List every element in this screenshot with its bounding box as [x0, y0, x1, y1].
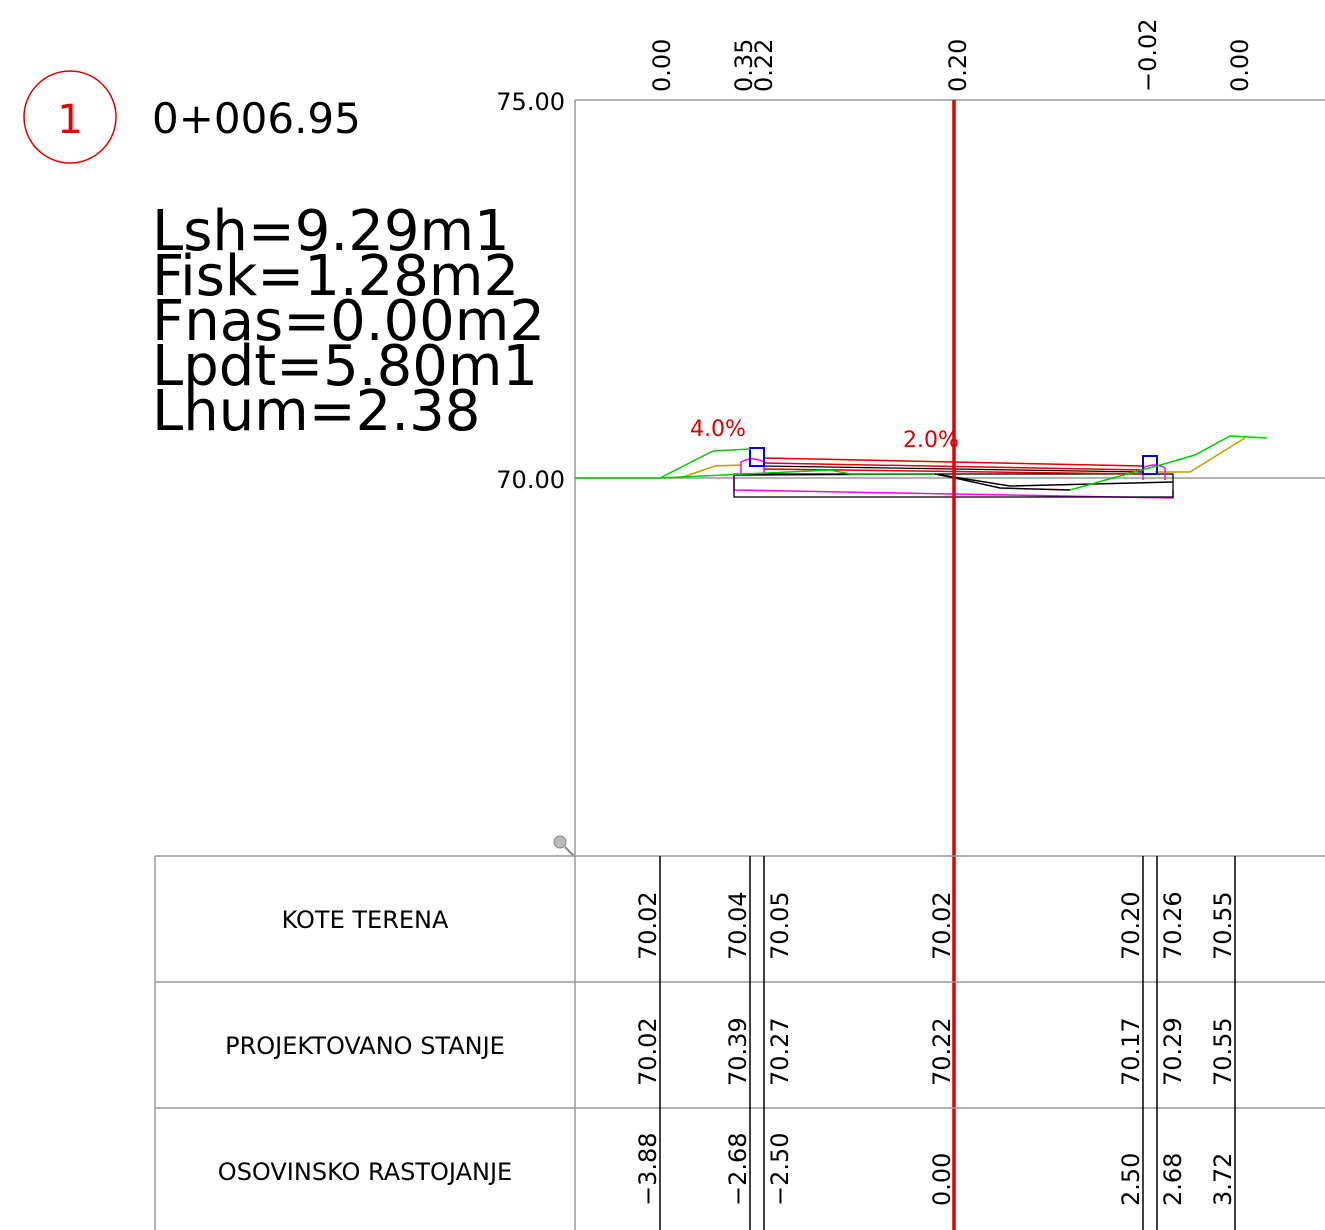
design-value: 70.29 — [1159, 1017, 1187, 1086]
terrain-right — [1069, 435, 1268, 491]
terrain-left — [575, 448, 751, 479]
quantity-fnas: Fnas=0.00m2 — [152, 289, 545, 354]
terrain-value: 70.05 — [766, 891, 794, 960]
road-cross-section: 4.0% 2.0% — [575, 417, 1268, 499]
design-value: 70.17 — [1117, 1017, 1145, 1086]
data-table: KOTE TERENA PROJEKTOVANO STANJE OSOVINSK… — [154, 855, 1325, 1230]
subgrade-left — [679, 464, 742, 479]
top-offset-label: 0.00 — [1226, 39, 1254, 92]
row-title-design: PROJEKTOVANO STANJE — [225, 1032, 505, 1060]
row-title-terrain: KOTE TERENA — [282, 906, 449, 934]
terrain-value: 70.26 — [1159, 891, 1187, 960]
offset-value: 0.00 — [928, 1153, 956, 1206]
slope-label-centre: 2.0% — [903, 428, 959, 453]
terrain-value: 70.02 — [928, 891, 956, 960]
existing-surface — [934, 473, 1071, 491]
offset-value: −3.88 — [634, 1132, 662, 1206]
terrain-value: 70.04 — [724, 891, 752, 960]
curb-right — [1142, 455, 1158, 475]
row-title-offset: OSOVINSKO RASTOJANJE — [218, 1158, 512, 1186]
station-label: 0+006.95 — [152, 94, 361, 143]
top-offset-label: 0.35 — [730, 39, 758, 92]
design-value: 70.55 — [1209, 1017, 1237, 1086]
section-number-circle — [23, 70, 117, 164]
offset-value: 2.50 — [1117, 1153, 1145, 1206]
terrain-value: 70.20 — [1117, 891, 1145, 960]
quantity-lhum: Lhum=2.38 — [152, 379, 480, 444]
quantity-lpdt: Lpdt=5.80m1 — [152, 334, 538, 399]
top-offset-label: 0.22 — [750, 39, 778, 92]
elevation-label-top: 75.00 — [496, 88, 565, 116]
design-value: 70.02 — [634, 1017, 662, 1086]
curb-left — [749, 447, 765, 467]
design-value: 70.39 — [724, 1017, 752, 1086]
top-offset-label: −0.02 — [1134, 18, 1162, 92]
terrain-middle — [659, 469, 935, 479]
slope-label-left: 4.0% — [690, 417, 746, 442]
offset-value: −2.68 — [724, 1132, 752, 1206]
top-offset-label: 0.00 — [648, 39, 676, 92]
top-offset-label: 0.20 — [944, 39, 972, 92]
design-value: 70.22 — [928, 1017, 956, 1086]
terrain-value: 70.55 — [1209, 891, 1237, 960]
terrain-value: 70.02 — [634, 891, 662, 960]
elevation-grid: 75.00 70.00 — [496, 88, 1325, 857]
quantity-fisk: Fisk=1.28m2 — [152, 244, 519, 309]
offset-value: 2.68 — [1159, 1153, 1187, 1206]
quantity-lsh: Lsh=9.29m1 — [152, 199, 510, 264]
offset-value: −2.50 — [766, 1132, 794, 1206]
zoom-marker-icon — [553, 835, 575, 857]
subgrade-right — [1155, 437, 1246, 473]
elevation-label-middle: 70.00 — [496, 466, 565, 494]
section-number: 1 — [57, 97, 82, 143]
offset-value: 3.72 — [1209, 1153, 1237, 1206]
design-value: 70.27 — [766, 1017, 794, 1086]
top-offset-labels: 0.00 0.35 0.22 0.20 −0.02 0.00 — [648, 18, 1254, 92]
quantities-block: Lsh=9.29m1 Fisk=1.28m2 Fnas=0.00m2 Lpdt=… — [152, 199, 545, 444]
